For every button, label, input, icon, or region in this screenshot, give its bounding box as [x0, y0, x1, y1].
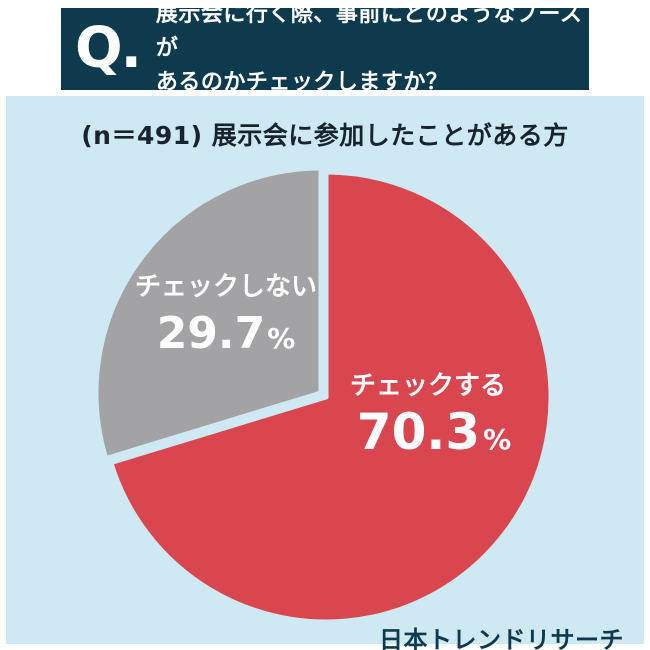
- pie-slice-nocheck: [93, 165, 324, 462]
- q-mark: Q.: [75, 15, 142, 81]
- slice-check-value-percent-sign: %: [483, 423, 511, 456]
- pie-chart-svg: チェックしない 29.7% チェックする 70.3%: [93, 165, 554, 625]
- slice-check-value-number: 70.3: [357, 403, 480, 461]
- sample-size-text: 展示会に参加したことがある方: [211, 121, 569, 150]
- slice-nocheck-label: チェックしない: [135, 272, 317, 302]
- sample-size-n: (n＝491): [81, 121, 212, 150]
- brand-logo-text: 日本トレンドリサーチ: [379, 626, 624, 650]
- question-header-band: Q. 展示会に行く際、事前にどのようなブースが あるのかチェックしますか？: [61, 2, 589, 95]
- slice-nocheck-value-percent-sign: %: [267, 322, 295, 355]
- question-text: 展示会に行く際、事前にどのようなブースが あるのかチェックしますか？: [156, 0, 589, 100]
- slice-check-value: 70.3%: [357, 403, 511, 461]
- question-line-1: 展示会に行く際、事前にどのようなブースが: [155, 1, 583, 61]
- sample-size-note: (n＝491) 展示会に参加したことがある方: [0, 116, 650, 152]
- pie-slice-nocheck-group: チェックしない 29.7%: [93, 165, 324, 462]
- slice-nocheck-value: 29.7%: [157, 308, 296, 359]
- slice-nocheck-value-number: 29.7: [157, 308, 266, 359]
- question-line-2: あるのかチェックしますか？: [155, 70, 449, 96]
- slice-check-label: チェックする: [350, 371, 506, 401]
- pie-chart: チェックしない 29.7% チェックする 70.3%: [76, 147, 576, 647]
- pie-slice-check: [108, 169, 554, 625]
